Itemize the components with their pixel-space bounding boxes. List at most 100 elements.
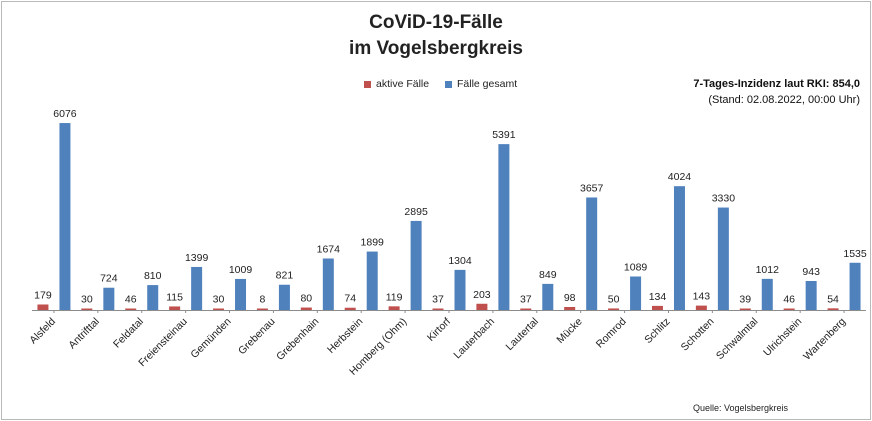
- data-label-total-17: 943: [802, 266, 820, 278]
- data-label-active-2: 46: [125, 294, 137, 306]
- legend-label-total: Fälle gesamt: [457, 78, 518, 90]
- bar-total-17: [805, 280, 817, 310]
- data-label-total-11: 849: [539, 269, 557, 281]
- x-tick-label-5: Grebenau: [236, 316, 278, 358]
- bar-active-3: [169, 306, 181, 310]
- bar-active-16: [739, 308, 751, 310]
- bar-active-9: [432, 308, 444, 310]
- x-tick-label-9: Kirtorf: [425, 316, 453, 344]
- bar-total-5: [278, 284, 290, 310]
- data-label-active-13: 50: [608, 293, 620, 305]
- data-label-active-16: 39: [739, 294, 751, 306]
- source-note: Quelle: Vogelsbergkreis: [693, 403, 789, 413]
- bar-active-4: [213, 308, 225, 310]
- data-label-total-7: 1899: [361, 237, 385, 249]
- bar-total-4: [235, 278, 247, 310]
- bar-active-7: [344, 307, 356, 310]
- x-tick-label-6: Grebenhain: [274, 316, 321, 363]
- x-tick-label-12: Mücke: [554, 316, 584, 346]
- x-tick-label-10: Lauterbach: [451, 316, 497, 362]
- data-label-total-9: 1304: [448, 255, 472, 267]
- bar-active-0: [37, 304, 49, 310]
- data-label-active-10: 203: [473, 289, 491, 301]
- bar-total-0: [59, 123, 71, 311]
- data-label-active-1: 30: [81, 294, 93, 306]
- x-tick-label-1: Antrifttal: [66, 316, 102, 352]
- data-label-active-6: 80: [300, 293, 312, 305]
- bar-total-10: [498, 144, 510, 310]
- x-tick-label-4: Gemünden: [188, 316, 233, 361]
- bar-active-12: [564, 306, 576, 310]
- x-tick-label-0: Alsfeld: [27, 316, 58, 347]
- bar-active-2: [125, 308, 137, 310]
- data-label-total-16: 1012: [756, 264, 780, 276]
- data-label-total-5: 821: [276, 270, 294, 282]
- bar-active-13: [608, 308, 620, 310]
- bar-total-8: [410, 220, 422, 310]
- bar-total-6: [322, 258, 334, 310]
- x-tick-label-16: Schwalmtal: [714, 316, 760, 362]
- data-label-total-4: 1009: [229, 264, 253, 276]
- bar-total-15: [717, 207, 729, 310]
- data-label-total-0: 6076: [53, 108, 77, 120]
- data-label-active-9: 37: [432, 294, 444, 306]
- data-label-active-8: 119: [386, 291, 403, 303]
- bar-active-14: [651, 305, 663, 310]
- bar-active-5: [256, 308, 268, 310]
- bar-total-3: [191, 266, 203, 310]
- bar-active-17: [783, 308, 795, 310]
- legend-entry-total: Fälle gesamt: [445, 78, 517, 90]
- legend-entry-active: aktive Fälle: [364, 78, 429, 90]
- bar-total-9: [454, 269, 466, 310]
- data-label-total-6: 1674: [317, 243, 341, 255]
- x-tick-label-2: Feldatal: [111, 316, 146, 351]
- x-tick-label-11: Lautertal: [504, 316, 541, 353]
- data-label-total-18: 1535: [843, 248, 867, 260]
- data-label-active-7: 74: [344, 293, 356, 305]
- data-label-active-15: 143: [693, 291, 711, 303]
- bar-total-13: [630, 276, 642, 310]
- data-label-active-4: 30: [213, 294, 225, 306]
- data-label-active-3: 115: [166, 291, 183, 303]
- data-label-total-3: 1399: [185, 252, 209, 264]
- bar-total-14: [673, 186, 685, 310]
- bar-total-18: [849, 262, 861, 310]
- data-label-active-17: 46: [783, 294, 795, 306]
- legend-swatch-total: [445, 80, 452, 88]
- x-tick-label-17: Ulrichstein: [761, 316, 804, 359]
- bar-total-11: [542, 283, 554, 310]
- x-tick-label-13: Romrod: [594, 316, 629, 351]
- data-label-total-10: 5391: [492, 129, 516, 141]
- x-tick-label-15: Schotten: [679, 316, 717, 354]
- bar-total-16: [761, 278, 773, 310]
- bar-active-8: [388, 306, 400, 310]
- data-label-total-2: 810: [144, 270, 162, 282]
- data-label-total-14: 4024: [668, 171, 692, 183]
- chart-title: CoViD-19-Fälle: [369, 12, 503, 33]
- data-label-total-12: 3657: [580, 182, 604, 194]
- bar-active-1: [81, 308, 93, 310]
- status-note: (Stand: 02.08.2022, 00:00 Uhr): [708, 94, 860, 106]
- data-label-total-1: 724: [100, 273, 118, 285]
- data-label-active-14: 134: [649, 291, 667, 303]
- x-tick-label-14: Schlitz: [642, 316, 672, 346]
- legend-label-active: aktive Fälle: [376, 78, 430, 90]
- x-tick-label-18: Wartenberg: [801, 316, 848, 363]
- data-label-active-12: 98: [564, 292, 576, 304]
- data-label-total-13: 1089: [624, 261, 648, 273]
- bar-active-11: [520, 308, 532, 310]
- bar-active-6: [300, 307, 312, 310]
- data-label-active-11: 37: [520, 294, 532, 306]
- bar-active-18: [827, 308, 839, 310]
- bar-active-15: [695, 305, 707, 310]
- data-label-active-5: 8: [259, 294, 265, 306]
- bar-active-10: [476, 303, 488, 310]
- data-label-total-8: 2895: [404, 206, 428, 218]
- data-label-total-15: 3330: [712, 193, 736, 205]
- data-label-active-0: 179: [34, 289, 52, 301]
- incidence-note: 7-Tages-Inzidenz laut RKI: 854,0: [693, 78, 860, 90]
- legend-swatch-active: [364, 80, 371, 88]
- bar-total-2: [147, 285, 159, 310]
- x-tick-label-7: Herbstein: [325, 316, 365, 356]
